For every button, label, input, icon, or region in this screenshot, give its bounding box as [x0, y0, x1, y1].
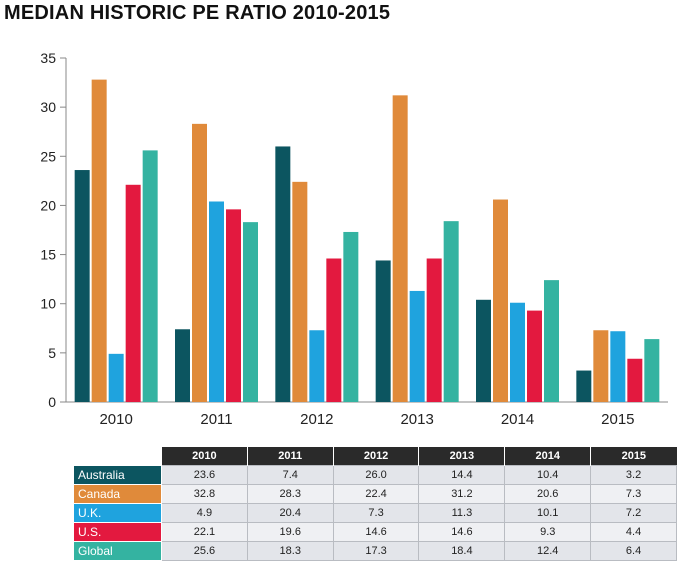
x-tick-label: 2015	[601, 411, 634, 428]
table-column-header: 2015	[590, 447, 677, 466]
table-cell: 18.3	[246, 541, 334, 561]
bar-us-2010	[125, 184, 141, 402]
y-tick-label: 25	[40, 148, 56, 164]
table-column-header: 2011	[247, 447, 334, 466]
y-tick-label: 0	[48, 394, 56, 410]
bar-canada-2011	[192, 123, 207, 402]
table-cell: 31.2	[418, 484, 506, 504]
bar-global-2014	[544, 280, 559, 402]
data-table: 2010 2011 2012 2013 2014 2015 Australia 23.6 7.…	[73, 447, 677, 561]
table-cell: 11.3	[418, 503, 506, 523]
bar-us-2012	[326, 258, 342, 402]
bar-global-2011	[243, 222, 258, 402]
table-row: Australia 23.6 7.4 26.0 14.4 10.4 3.2	[73, 465, 677, 485]
bar-australia-2011	[175, 329, 190, 402]
table-row: Canada 32.8 28.3 22.4 31.2 20.6 7.3	[73, 484, 677, 504]
bar-uk-2011	[209, 201, 224, 402]
table-cell: 18.4	[418, 541, 506, 561]
bar-us-2014	[527, 310, 542, 402]
x-tick-label: 2010	[99, 411, 132, 428]
table-cell: 6.4	[590, 541, 677, 561]
bar-canada-2014	[493, 199, 508, 402]
table-row-header: U.S.	[73, 522, 162, 542]
table-row-header: Global	[73, 541, 162, 561]
table-cell: 14.6	[332, 522, 420, 542]
bar-australia-2013	[375, 260, 391, 402]
y-tick-label: 20	[40, 197, 56, 213]
table-row-header: Australia	[73, 465, 162, 485]
table-cell: 20.4	[246, 503, 334, 523]
bar-canada-2012	[292, 181, 308, 402]
table-cell: 12.4	[504, 541, 592, 561]
table-cell: 4.9	[161, 503, 248, 523]
bar-global-2012	[343, 231, 359, 402]
table-row: Global 25.6 18.3 17.3 18.4 12.4 6.4	[73, 541, 677, 561]
chart-title: MEDIAN HISTORIC PE RATIO 2010-2015	[4, 2, 391, 24]
bar-us-2013	[426, 258, 442, 402]
table-row-header: Canada	[73, 484, 162, 504]
table-cell: 28.3	[246, 484, 334, 504]
table-column-header: 2014	[504, 447, 592, 466]
y-tick-label: 15	[40, 247, 56, 263]
bar-us-2015	[627, 358, 643, 402]
table-cell: 9.3	[504, 522, 592, 542]
bar-uk-2012	[309, 330, 325, 402]
table-column-header: 2013	[418, 447, 506, 466]
table-column-header: 2010	[161, 447, 248, 466]
bar-uk-2015	[610, 331, 626, 402]
table-cell: 7.2	[590, 503, 677, 523]
table-row: U.K. 4.9 20.4 7.3 11.3 10.1 7.2	[73, 503, 677, 523]
bar-australia-2014	[476, 299, 491, 402]
table-cell: 20.6	[504, 484, 592, 504]
table-cell: 10.4	[504, 465, 592, 485]
bar-chart: 0 5 10 15 20 25 30 35 2010 2011 2012 2013 2014 2015	[40, 50, 668, 428]
table-row-header: U.K.	[73, 503, 162, 523]
x-tick-label: 2013	[400, 411, 433, 428]
bar-canada-2010	[91, 79, 107, 402]
y-tick-label: 5	[48, 345, 56, 361]
bar-global-2013	[443, 221, 459, 402]
table-cell: 7.3	[590, 484, 677, 504]
bar-uk-2010	[108, 353, 124, 402]
y-tick-label: 10	[40, 296, 56, 312]
table-cell: 23.6	[161, 465, 248, 485]
bar-australia-2012	[275, 146, 291, 402]
bar-us-2011	[226, 209, 241, 402]
table-cell: 14.6	[418, 522, 506, 542]
x-tick-label: 2012	[300, 411, 333, 428]
bar-global-2015	[644, 339, 660, 402]
table-cell: 7.3	[332, 503, 420, 523]
bar-uk-2014	[510, 302, 525, 402]
table-cell: 17.3	[332, 541, 420, 561]
table-row: U.S. 22.1 19.6 14.6 14.6 9.3 4.4	[73, 522, 677, 542]
table-cell: 10.1	[504, 503, 592, 523]
table-cell: 4.4	[590, 522, 677, 542]
bar-canada-2015	[593, 330, 609, 402]
y-tick-label: 35	[40, 50, 56, 66]
y-tick-label: 30	[40, 99, 56, 115]
table-header-row: 2010 2011 2012 2013 2014 2015	[73, 447, 677, 466]
bar-canada-2013	[392, 95, 408, 402]
table-cell: 7.4	[246, 465, 334, 485]
table-column-header: 2012	[333, 447, 420, 466]
table-cell: 22.4	[332, 484, 420, 504]
table-corner-cell	[73, 447, 162, 466]
bar-australia-2010	[74, 170, 90, 402]
table-cell: 25.6	[161, 541, 248, 561]
x-tick-label: 2014	[501, 411, 534, 428]
table-cell: 26.0	[332, 465, 420, 485]
bar-australia-2015	[576, 370, 592, 402]
table-cell: 3.2	[590, 465, 677, 485]
x-tick-label: 2011	[200, 411, 232, 428]
table-cell: 32.8	[161, 484, 248, 504]
bar-uk-2013	[409, 290, 425, 402]
table-cell: 19.6	[246, 522, 334, 542]
table-cell: 14.4	[418, 465, 506, 485]
bar-global-2010	[142, 150, 158, 402]
table-cell: 22.1	[161, 522, 248, 542]
